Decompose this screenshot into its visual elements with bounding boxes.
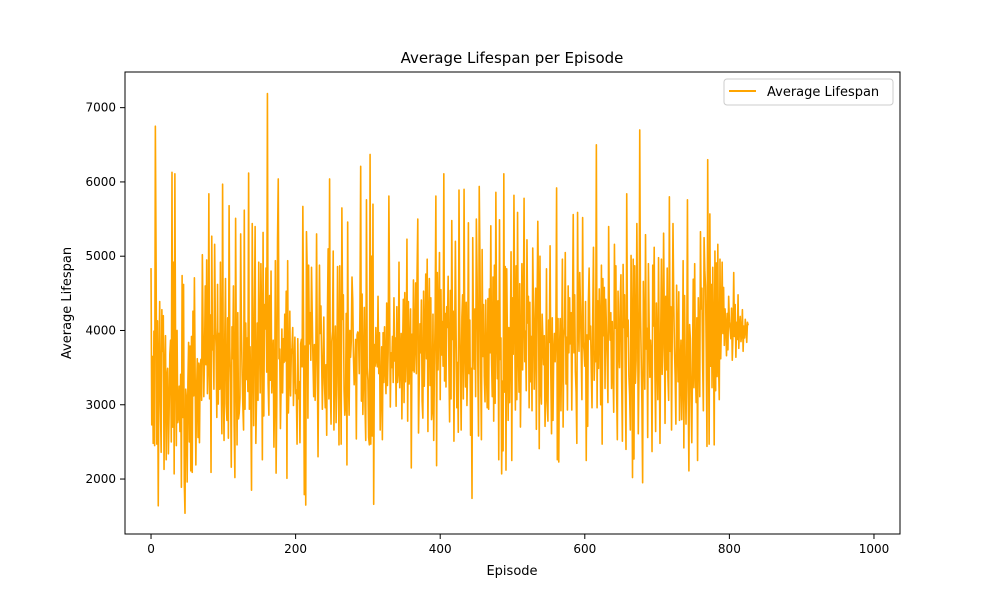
series-line-average-lifespan bbox=[150, 92, 749, 515]
y-tick-label: 2000 bbox=[85, 472, 116, 486]
plot-area bbox=[124, 71, 901, 535]
chart-title: Average Lifespan per Episode bbox=[401, 49, 624, 67]
x-tick-label: 400 bbox=[429, 542, 452, 556]
y-axis: 2000 3000 4000 5000 6000 7000 bbox=[85, 101, 125, 486]
legend-box bbox=[723, 78, 894, 106]
plot-frame bbox=[124, 71, 901, 535]
legend: Average Lifespan bbox=[723, 78, 894, 106]
y-axis-label: Average Lifespan bbox=[60, 247, 75, 359]
y-tick-label: 7000 bbox=[85, 101, 116, 115]
legend-label-average-lifespan: Average Lifespan bbox=[767, 85, 879, 100]
x-tick-label: 0 bbox=[147, 542, 155, 556]
y-tick-label: 6000 bbox=[85, 175, 116, 189]
x-axis-label: Episode bbox=[486, 564, 537, 579]
x-tick-label: 600 bbox=[573, 542, 596, 556]
x-axis: 0 200 400 600 800 1000 bbox=[147, 534, 889, 556]
y-tick-label: 3000 bbox=[85, 398, 116, 412]
y-tick-label: 4000 bbox=[85, 323, 116, 337]
x-tick-label: 800 bbox=[718, 542, 741, 556]
y-tick-label: 5000 bbox=[85, 249, 116, 263]
x-tick-label: 200 bbox=[284, 542, 307, 556]
x-tick-label: 1000 bbox=[859, 542, 890, 556]
